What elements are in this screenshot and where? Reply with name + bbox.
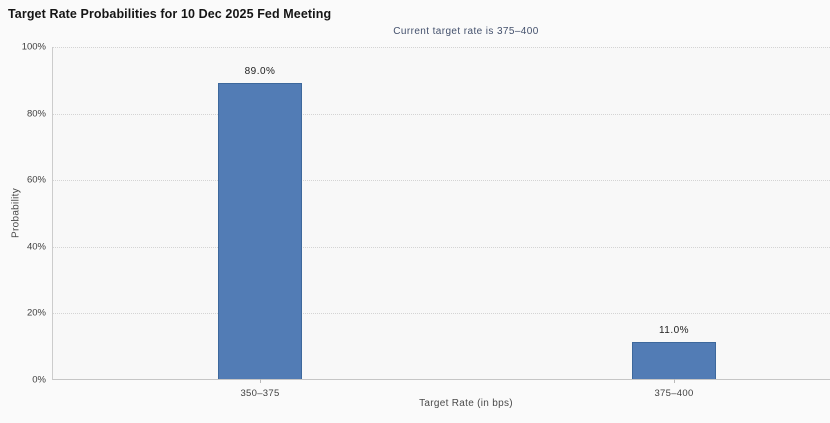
x-axis-tick bbox=[260, 379, 261, 383]
x-axis-category-label: 375–400 bbox=[654, 388, 694, 399]
probability-bar[interactable] bbox=[218, 82, 302, 379]
y-axis-tick-label: 100% bbox=[21, 41, 46, 53]
plot-area: 0% 20% 40% 60% 80% 100% 89.0% 350–375 11.0% 375–4… bbox=[22, 42, 830, 399]
probability-bar[interactable] bbox=[632, 342, 716, 379]
x-axis-tick bbox=[674, 379, 675, 383]
x-axis-title: Target Rate (in bps) bbox=[419, 398, 513, 409]
chart-subtitle: Current target rate is 375–400 bbox=[393, 26, 539, 37]
y-axis-tick-label: 80% bbox=[26, 108, 46, 120]
bar-value-label: 89.0% bbox=[244, 65, 276, 77]
x-axis-category-label: 350–375 bbox=[240, 388, 280, 399]
y-gridline bbox=[53, 47, 830, 48]
bar-value-label: 11.0% bbox=[658, 325, 690, 337]
y-axis-tick-label: 40% bbox=[26, 241, 46, 253]
y-axis-title: Probability bbox=[10, 188, 22, 238]
y-gridline bbox=[53, 180, 830, 182]
y-gridline bbox=[53, 113, 830, 115]
y-axis-tick-label: 0% bbox=[32, 374, 46, 386]
y-gridline bbox=[53, 246, 830, 248]
y-axis-tick-label: 60% bbox=[26, 174, 46, 186]
chart-title: Target Rate Probabilities for 10 Dec 202… bbox=[8, 7, 332, 21]
y-gridline bbox=[53, 313, 830, 315]
y-axis-tick-label: 20% bbox=[26, 307, 46, 319]
